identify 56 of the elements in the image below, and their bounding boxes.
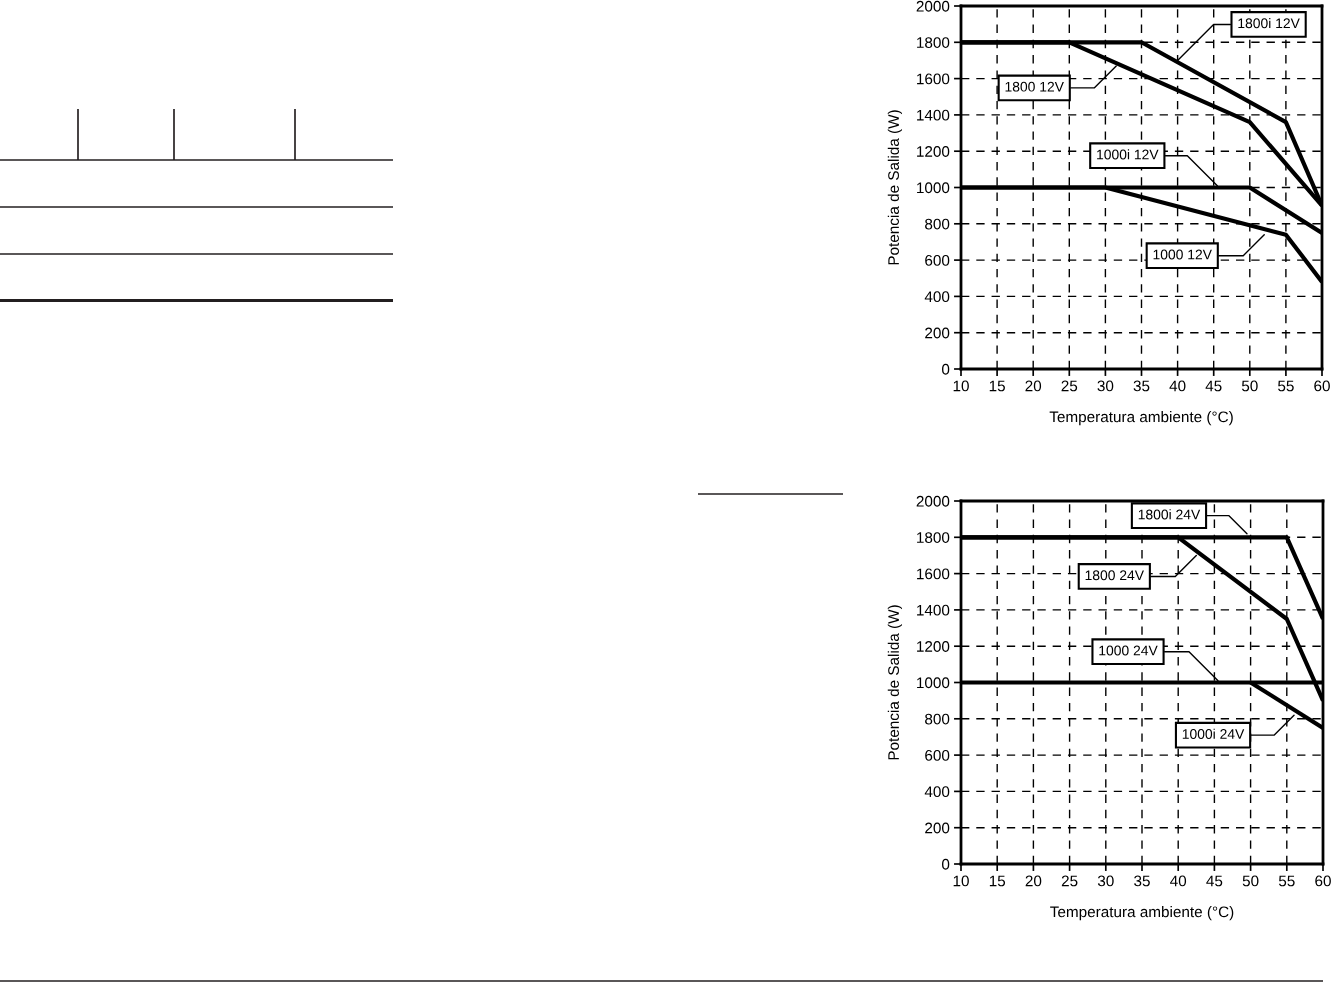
x-tick-label: 55 <box>1278 380 1294 392</box>
y-tick-label: 1000 <box>917 182 950 194</box>
y-tick-label: 1200 <box>917 146 950 157</box>
x-axis-title: Temperatura ambiente (°C) <box>1049 411 1233 426</box>
x-tick-label: 60 <box>1314 380 1330 392</box>
y-tick-label: 400 <box>924 291 950 303</box>
y-tick-label: 800 <box>925 713 950 725</box>
y-tick-label: 1800 <box>917 37 950 48</box>
x-tick-label: 20 <box>1025 380 1042 392</box>
annotation: 1000 24V <box>1099 645 1158 656</box>
x-tick-label: 35 <box>1134 875 1150 887</box>
y-tick-label: 200 <box>925 327 950 339</box>
y-tick-label: 1800 <box>917 532 950 543</box>
annotation: 1800i 12V <box>1238 17 1300 29</box>
annotation: 1800 24V <box>1085 570 1144 581</box>
y-tick-label: 1600 <box>917 73 950 85</box>
annotation: 1000 12V <box>1153 249 1212 260</box>
x-tick-label: 20 <box>1025 875 1042 887</box>
x-tick-label: 60 <box>1315 875 1331 887</box>
y-axis-title: Potencia de Salida (W) <box>887 110 903 265</box>
x-tick-label: 35 <box>1133 380 1150 392</box>
annotation: 1800i 24V <box>1138 509 1201 520</box>
y-tick-label: 400 <box>924 786 950 798</box>
x-tick-label: 10 <box>953 380 969 392</box>
annotation: 1000i 12V <box>1097 149 1159 160</box>
x-tick-label: 55 <box>1278 875 1295 887</box>
x-tick-label: 50 <box>1242 875 1259 887</box>
y-tick-label: 1200 <box>917 641 950 652</box>
y-tick-label: 2000 <box>916 0 950 12</box>
x-tick-label: 15 <box>989 380 1005 392</box>
annotation: 1800 12V <box>1005 81 1064 92</box>
y-axis-title: Potencia de Salida (W) <box>887 605 903 760</box>
y-tick-label: 1600 <box>917 568 950 580</box>
y-tick-label: 600 <box>925 749 950 761</box>
y-tick-label: 0 <box>941 858 950 870</box>
y-tick-label: 2000 <box>916 495 950 507</box>
x-tick-label: 25 <box>1061 380 1078 392</box>
x-tick-label: 40 <box>1170 875 1187 887</box>
x-tick-label: 45 <box>1205 380 1222 392</box>
y-tick-label: 1400 <box>917 109 950 121</box>
x-tick-label: 40 <box>1169 380 1186 392</box>
y-tick-label: 1000 <box>917 677 950 689</box>
y-tick-label: 800 <box>925 218 950 230</box>
x-tick-label: 45 <box>1206 875 1223 887</box>
y-tick-label: 200 <box>925 822 950 834</box>
y-tick-label: 0 <box>941 363 950 375</box>
x-axis-title: Temperatura ambiente (°C) <box>1050 906 1234 921</box>
x-tick-label: 15 <box>989 875 1006 887</box>
y-tick-label: 1400 <box>917 604 950 616</box>
x-tick-label: 30 <box>1097 380 1114 392</box>
x-tick-label: 50 <box>1241 380 1258 392</box>
x-tick-label: 30 <box>1097 875 1114 887</box>
annotation: 1000i 24V <box>1182 728 1245 739</box>
y-tick-label: 600 <box>925 254 950 266</box>
x-tick-label: 10 <box>953 875 969 887</box>
x-tick-label: 25 <box>1061 875 1078 887</box>
